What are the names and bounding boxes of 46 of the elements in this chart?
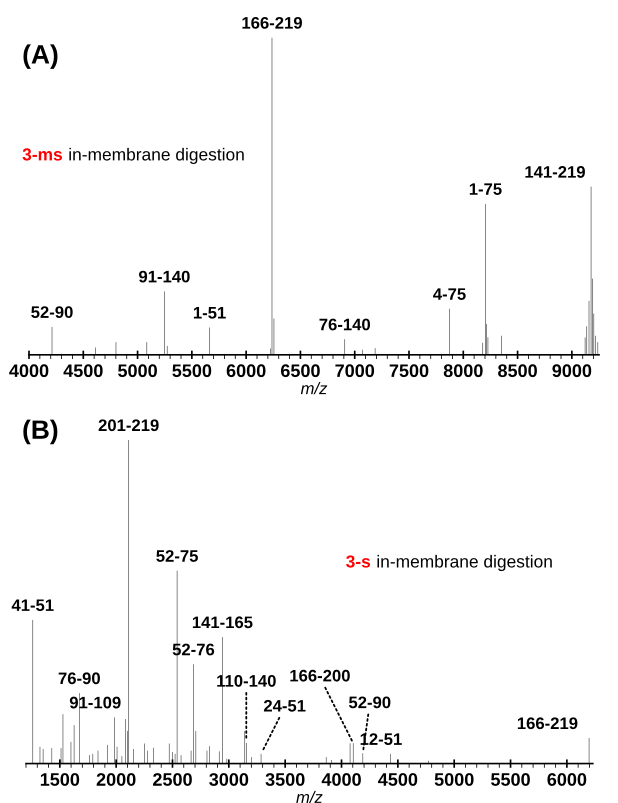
- annotation: 24-51: [264, 700, 306, 712]
- x-tick-label: 7000: [335, 364, 374, 378]
- annotation: in-membrane digestion: [69, 148, 244, 164]
- x-tick-label: 4000: [322, 773, 361, 786]
- annotation: 141-219: [525, 166, 585, 178]
- x-axis-title: m/z: [300, 382, 328, 394]
- annotation: 201-219: [98, 419, 159, 432]
- annotation: 1-75: [470, 183, 502, 195]
- x-tick-label: 2500: [153, 773, 192, 786]
- x-tick-label: 2000: [96, 773, 136, 786]
- x-tick-label: 5000: [118, 364, 157, 378]
- x-tick-label: 3000: [209, 773, 248, 786]
- annotation: 76-90: [58, 672, 100, 684]
- x-tick-label: 4500: [378, 773, 418, 786]
- x-tick-label: 6000: [547, 773, 586, 786]
- annotation: 3-s: [346, 555, 370, 568]
- x-tick-label: 8500: [498, 364, 537, 378]
- x-tick-label: 5500: [172, 364, 212, 378]
- annotation: 1-51: [194, 307, 226, 319]
- annotation: 3-ms: [22, 148, 62, 161]
- annotation: 91-140: [139, 270, 190, 283]
- x-tick-label: 6000: [226, 364, 266, 378]
- chart-title: (A): [23, 44, 58, 69]
- annotation: 76-140: [319, 318, 370, 330]
- annotation: 52-75: [156, 550, 198, 562]
- x-tick-label: 3500: [266, 773, 305, 786]
- x-tick-label: 1500: [40, 773, 80, 786]
- annotation: 166-219: [518, 717, 578, 730]
- x-tick-label: 8000: [444, 364, 483, 378]
- x-axis-title: m/z: [296, 790, 323, 803]
- x-tick-label: 7500: [390, 364, 428, 378]
- x-tick-label: 6500: [281, 364, 320, 378]
- annotation: in-membrane digestion: [377, 554, 552, 572]
- x-tick-label: 4000: [9, 364, 48, 378]
- annotation: 41-51: [12, 599, 54, 612]
- annotation: 4-75: [433, 288, 466, 300]
- x-tick-label: 4500: [63, 364, 103, 378]
- annotation: 52-90: [31, 306, 73, 318]
- annotation: 52-90: [348, 696, 390, 708]
- chart-title: (B): [23, 420, 58, 444]
- x-tick-label: 9000: [552, 364, 592, 378]
- x-tick-label: 5500: [491, 773, 530, 786]
- x-tick-label: 5000: [434, 773, 474, 786]
- annotation: 166-219: [242, 16, 302, 29]
- annotation: 141-165: [192, 616, 253, 628]
- annotation: 166-200: [290, 670, 350, 682]
